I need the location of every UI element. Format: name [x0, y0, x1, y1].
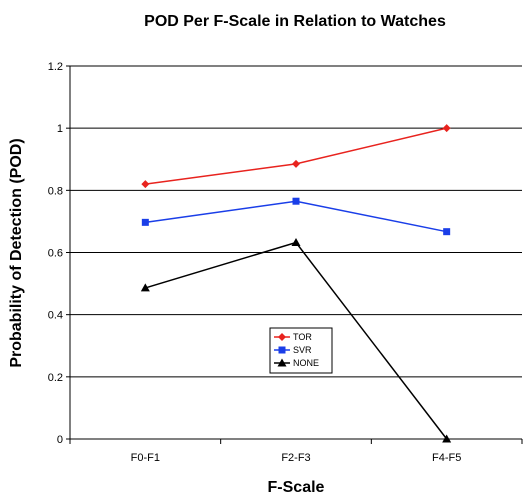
y-axis-ticks: 0 0.2 0.4 0.6 0.8 1 1.2	[48, 61, 70, 446]
series-line-tor	[145, 127, 447, 185]
y-tick-label: 1	[57, 123, 63, 135]
data-point-tor	[141, 180, 150, 189]
gridlines	[69, 65, 522, 440]
data-point-none	[140, 283, 150, 292]
plot-area: 0 0.2 0.4 0.6 0.8 1 1.2 F0-F1 F2-F3 F4-F5	[48, 61, 523, 464]
y-tick-label: 0.6	[48, 248, 63, 260]
data-point-tor	[442, 124, 451, 133]
x-axis-label: F-Scale	[268, 479, 325, 496]
data-point-tor	[292, 159, 300, 168]
x-tick-label: F0-F1	[131, 452, 160, 464]
x-tick-label: F2-F3	[281, 452, 310, 464]
x-tick-label: F4-F5	[432, 452, 461, 464]
data-point-svr	[443, 228, 451, 236]
legend-marker-svr	[278, 346, 286, 354]
series-svr	[141, 197, 451, 236]
legend-label-svr: SVR	[293, 345, 312, 355]
chart-title: POD Per F-Scale in Relation to Watches	[144, 13, 446, 30]
series-line-svr	[145, 200, 447, 233]
data-point-svr	[292, 197, 300, 205]
y-tick-label: 0.8	[48, 185, 63, 197]
data-point-svr	[141, 218, 149, 226]
legend-label-tor: TOR	[293, 332, 312, 342]
legend-marker-none	[277, 358, 287, 367]
legend-label-none: NONE	[293, 358, 319, 368]
series-layer	[140, 124, 452, 443]
y-axis-label: Probability of Detection (POD)	[8, 138, 25, 367]
legend-marker-tor	[278, 333, 286, 341]
y-tick-label: 1.2	[48, 61, 63, 73]
y-tick-label: 0.2	[48, 372, 63, 384]
legend: TOR SVR NONE	[269, 327, 333, 374]
y-tick-label: 0.4	[48, 310, 63, 322]
y-tick-label: 0	[57, 434, 63, 446]
data-point-none	[291, 238, 301, 247]
x-axis-ticks: F0-F1 F2-F3 F4-F5	[69, 439, 523, 464]
series-tor	[141, 124, 451, 189]
series-none	[140, 238, 452, 443]
data-point-none	[442, 434, 452, 443]
